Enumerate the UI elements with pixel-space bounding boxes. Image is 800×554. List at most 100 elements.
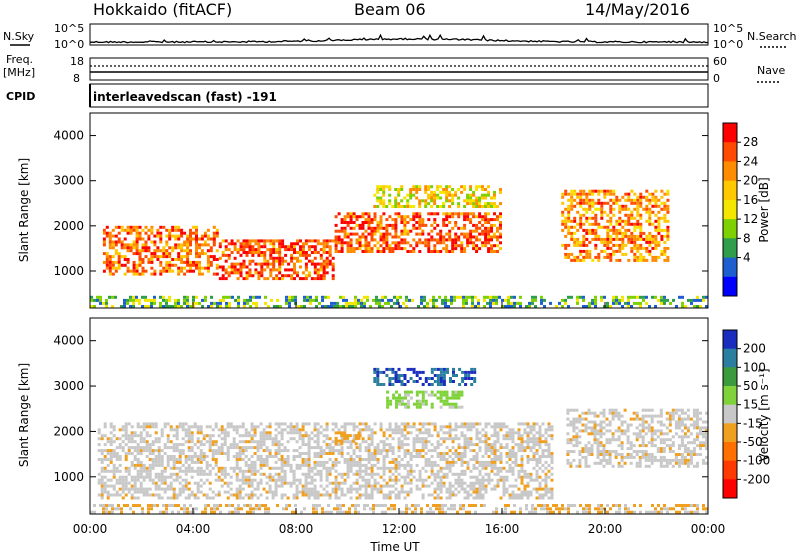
heatmap-cell — [198, 255, 201, 259]
heatmap-cell — [382, 205, 386, 208]
heatmap-cell — [663, 252, 667, 256]
heatmap-cell — [466, 443, 470, 447]
heatmap-cell — [499, 446, 503, 450]
heatmap-cell — [385, 449, 389, 453]
heatmap-cell — [103, 443, 107, 447]
heatmap-cell — [394, 223, 398, 227]
heatmap-cell — [587, 432, 591, 436]
heatmap-cell — [484, 196, 487, 200]
heatmap-cell — [566, 461, 570, 465]
heatmap-cell — [412, 185, 416, 189]
heatmap-cell — [199, 490, 203, 494]
heatmap-cell — [472, 481, 476, 485]
heatmap-cell — [570, 252, 574, 256]
heatmap-cell — [184, 481, 188, 485]
heatmap-cell — [304, 431, 308, 435]
heatmap-cell — [250, 446, 254, 450]
heatmap-cell — [254, 239, 258, 243]
heatmap-cell — [142, 463, 146, 467]
heatmap-cell — [334, 431, 338, 435]
heatmap-cell — [436, 250, 440, 253]
heatmap-cell — [165, 228, 169, 232]
heatmap-cell — [451, 446, 455, 450]
heatmap-cell — [511, 472, 515, 476]
heatmap-cell — [582, 258, 586, 262]
heatmap-cell — [186, 298, 189, 302]
heatmap-cell — [603, 240, 607, 244]
heatmap-cell — [398, 399, 401, 403]
heatmap-cell — [138, 231, 142, 235]
heatmap-cell — [230, 251, 234, 254]
heatmap-cell — [620, 414, 624, 418]
heatmap-cell — [236, 248, 240, 252]
heatmap-cell — [460, 405, 464, 409]
heatmap-cell — [253, 487, 257, 491]
heatmap-cell — [328, 443, 332, 447]
heatmap-cell — [105, 234, 109, 238]
heatmap-cell — [103, 481, 107, 485]
heatmap-cell — [349, 446, 353, 450]
heatmap-cell — [379, 215, 383, 219]
heatmap-cell — [242, 265, 246, 269]
heatmap-cell — [481, 487, 485, 491]
heatmap-cell — [301, 437, 305, 441]
heatmap-cell — [304, 443, 308, 447]
heatmap-cell — [630, 198, 634, 202]
heatmap-cell — [654, 201, 658, 205]
heatmap-cell — [324, 305, 327, 308]
heatmap-cell — [566, 423, 570, 427]
heatmap-cell — [360, 298, 363, 302]
heatmap-cell — [608, 441, 612, 445]
heatmap-cell — [395, 399, 398, 403]
heatmap-cell — [624, 234, 628, 238]
heatmap-cell — [293, 248, 296, 252]
heatmap-cell — [177, 246, 181, 250]
heatmap-cell — [573, 192, 577, 196]
heatmap-cell — [457, 475, 461, 479]
heatmap-cell — [150, 252, 154, 256]
heatmap-cell — [129, 298, 132, 302]
heatmap-cell — [290, 274, 294, 278]
heatmap-cell — [457, 455, 461, 458]
heatmap-cell — [226, 490, 230, 494]
heatmap-cell — [398, 393, 401, 397]
heatmap-cell — [294, 295, 297, 299]
heatmap-cell — [388, 493, 392, 497]
heatmap-cell — [481, 229, 485, 233]
heatmap-cell — [208, 443, 212, 447]
heatmap-cell — [627, 258, 631, 262]
heatmap-cell — [597, 192, 601, 196]
heatmap-cell — [251, 248, 255, 252]
heatmap-cell — [696, 295, 699, 299]
heatmap-cell — [415, 188, 419, 191]
heatmap-cell — [370, 472, 374, 476]
heatmap-cell — [457, 235, 461, 239]
heatmap-cell — [148, 452, 152, 455]
heatmap-cell — [461, 377, 465, 380]
heatmap-cell — [412, 455, 416, 458]
heatmap-cell — [469, 458, 473, 461]
heatmap-cell — [475, 493, 479, 497]
heatmap-cell — [394, 247, 398, 251]
heatmap-cell — [160, 458, 164, 461]
heatmap-cell — [242, 251, 246, 254]
heatmap-cell — [322, 242, 326, 246]
heatmap-cell — [630, 189, 634, 193]
heatmap-cell — [364, 487, 368, 491]
heatmap-cell — [663, 249, 667, 253]
heatmap-cell — [394, 463, 398, 467]
heatmap-cell — [239, 242, 243, 246]
heatmap-cell — [203, 266, 207, 270]
heatmap-cell — [163, 422, 167, 426]
heatmap-cell — [310, 437, 314, 441]
heatmap-cell — [381, 305, 384, 308]
heatmap-cell — [123, 301, 126, 305]
heatmap-cell — [224, 259, 228, 263]
heatmap-cell — [462, 301, 465, 305]
heatmap-cell — [154, 425, 158, 429]
heatmap-cell — [570, 189, 574, 193]
heatmap-cell — [538, 455, 542, 458]
heatmap-cell — [309, 298, 312, 302]
heatmap-cell — [454, 396, 458, 400]
heatmap-cell — [591, 231, 595, 235]
